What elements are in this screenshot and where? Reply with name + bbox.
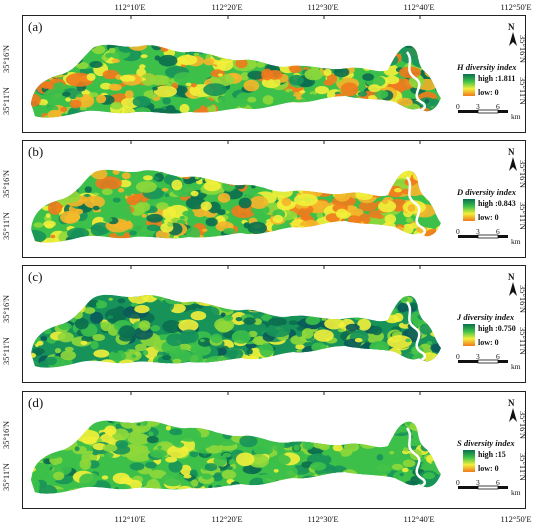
legend-high-value: high :0.750: [478, 324, 516, 333]
diversity-map-c: [31, 266, 441, 368]
north-arrow-icon: [509, 32, 517, 46]
panel-label: (c): [28, 269, 43, 284]
north-label: N: [508, 398, 515, 408]
bottom-lon-label-1: 112°10'E: [114, 514, 146, 524]
scale-tick: 0: [456, 478, 460, 487]
top-lon-label-4: 112°40'E: [403, 2, 435, 12]
panel-label: (b): [28, 144, 44, 159]
legend-color-ramp: [463, 74, 475, 96]
north-label: N: [508, 147, 515, 157]
scale-unit: km: [511, 237, 521, 246]
legend-title: J diversity index: [457, 312, 515, 322]
right-lat-label: 35°11'N: [518, 453, 528, 481]
legend-low-value: low: 0: [478, 338, 499, 347]
left-lat-label: 35°11'N: [1, 337, 11, 365]
legend-high-value: high :15: [478, 450, 506, 459]
left-lat-label: 35°11'N: [1, 87, 11, 115]
map-legend: N J diversity index high :0.750 low: 0 0…: [453, 272, 525, 380]
scale-tick: 0: [456, 102, 460, 111]
bottom-lon-label-4: 112°40'E: [403, 514, 435, 524]
legend-title: H diversity index: [457, 62, 517, 72]
scale-unit: km: [511, 112, 521, 121]
legend-low-value: low: 0: [478, 88, 499, 97]
scale-bar: [458, 234, 508, 239]
scale-bar: [458, 359, 508, 364]
legend-color-ramp: [463, 199, 475, 221]
scale-tick: 6: [496, 227, 500, 236]
north-label: N: [508, 272, 515, 282]
legend-title: D diversity index: [457, 187, 517, 197]
north-arrow-icon: [509, 282, 517, 296]
legend-high-value: high :1.811: [478, 74, 516, 83]
diversity-map-a: [31, 16, 441, 118]
scale-tick: 6: [496, 478, 500, 487]
left-lat-label: 35°11'N: [1, 212, 11, 240]
right-lat-label: 35°11'N: [518, 77, 528, 105]
top-lon-label-1: 112°10'E: [114, 2, 146, 12]
legend-color-ramp: [463, 324, 475, 346]
panel-label: (a): [28, 19, 43, 34]
left-lat-label: 35°11'N: [1, 463, 11, 491]
map-legend: N H diversity index high :1.811 low: 0 0…: [453, 22, 525, 130]
map-panel-b: (b) N D diversity index high :0.843 low:…: [22, 140, 526, 258]
scale-tick: 3: [476, 227, 480, 236]
map-panel-a: (a) N H diversity index high :1.811 low:…: [22, 15, 526, 133]
left-lat-label: 35°16'N: [1, 169, 11, 198]
scale-tick: 3: [476, 478, 480, 487]
right-lat-label: 35°16'N: [518, 160, 528, 189]
right-lat-label: 35°16'N: [518, 411, 528, 440]
scale-tick: 6: [496, 352, 500, 361]
map-legend: N S diversity index high :15 low: 0 0 3 …: [453, 398, 525, 506]
right-lat-label: 35°11'N: [518, 202, 528, 230]
scale-tick: 6: [496, 102, 500, 111]
scale-unit: km: [511, 362, 521, 371]
legend-high-value: high :0.843: [478, 199, 516, 208]
scale-bar: [458, 109, 508, 114]
legend-title: S diversity index: [457, 438, 515, 448]
north-arrow-icon: [509, 408, 517, 422]
scale-tick: 0: [456, 227, 460, 236]
bottom-lon-label-3: 112°30'E: [307, 514, 339, 524]
map-panel-c: (c) N J diversity index high :0.750 low:…: [22, 265, 526, 383]
bottom-lon-label-5: 112°50'E: [500, 514, 532, 524]
right-lat-label: 35°16'N: [518, 35, 528, 64]
right-lat-label: 35°11'N: [518, 327, 528, 355]
top-lon-label-2: 112°20'E: [211, 2, 243, 12]
north-label: N: [508, 22, 515, 32]
diversity-map-d: [31, 392, 441, 494]
left-lat-label: 35°16'N: [1, 294, 11, 323]
legend-low-value: low: 0: [478, 464, 499, 473]
scale-bar: [458, 485, 508, 490]
scale-tick: 3: [476, 102, 480, 111]
bottom-lon-label-2: 112°20'E: [211, 514, 243, 524]
map-panel-d: (d) N S diversity index high :15 low: 0 …: [22, 391, 526, 509]
right-lat-label: 35°16'N: [518, 285, 528, 314]
panel-label: (d): [28, 395, 44, 410]
top-lon-label-5: 112°50'E: [500, 2, 532, 12]
scale-unit: km: [511, 488, 521, 497]
scale-tick: 3: [476, 352, 480, 361]
left-lat-label: 35°16'N: [1, 420, 11, 449]
diversity-map-b: [31, 141, 441, 243]
map-legend: N D diversity index high :0.843 low: 0 0…: [453, 147, 525, 255]
top-lon-label-3: 112°30'E: [307, 2, 339, 12]
scale-tick: 0: [456, 352, 460, 361]
legend-low-value: low: 0: [478, 213, 499, 222]
legend-color-ramp: [463, 450, 475, 472]
north-arrow-icon: [509, 157, 517, 171]
left-lat-label: 35°16'N: [1, 44, 11, 73]
